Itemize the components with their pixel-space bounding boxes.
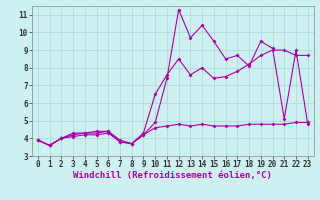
X-axis label: Windchill (Refroidissement éolien,°C): Windchill (Refroidissement éolien,°C) (73, 171, 272, 180)
